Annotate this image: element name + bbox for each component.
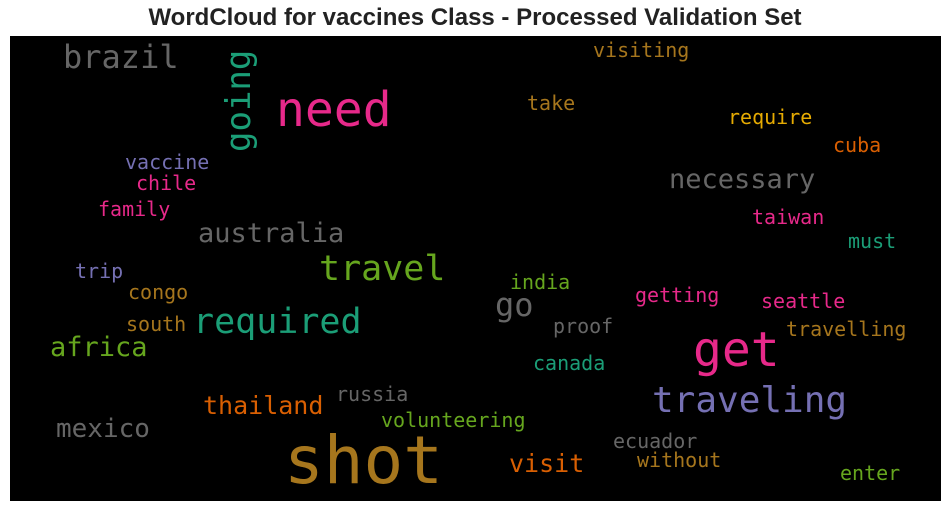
- word-brazil: brazil: [63, 38, 179, 76]
- word-seattle: seattle: [761, 289, 846, 313]
- word-must: must: [848, 229, 897, 253]
- word-vaccine: vaccine: [125, 150, 210, 174]
- word-required: required: [193, 302, 362, 342]
- word-getting: getting: [635, 283, 720, 307]
- word-need: need: [276, 82, 392, 138]
- word-russia: russia: [336, 382, 409, 406]
- word-without: without: [637, 448, 722, 472]
- word-africa: africa: [50, 332, 148, 363]
- word-visit: visit: [509, 449, 585, 478]
- word-mexico: mexico: [56, 414, 150, 444]
- word-proof: proof: [553, 314, 614, 338]
- word-cuba: cuba: [833, 133, 882, 157]
- word-trip: trip: [75, 259, 124, 283]
- word-thailand: thailand: [203, 391, 324, 420]
- word-go: go: [495, 286, 534, 324]
- word-taiwan: taiwan: [752, 205, 825, 229]
- word-travel: travel: [319, 249, 446, 289]
- word-enter: enter: [840, 461, 901, 485]
- word-get: get: [693, 322, 780, 378]
- word-congo: congo: [128, 280, 189, 304]
- word-australia: australia: [198, 218, 345, 249]
- word-ecuador: ecuador: [613, 429, 698, 453]
- word-india: india: [510, 270, 571, 294]
- word-canada: canada: [533, 351, 606, 375]
- word-shot: shot: [284, 422, 443, 499]
- word-require: require: [728, 105, 813, 129]
- word-take: take: [527, 91, 576, 115]
- word-visiting: visiting: [593, 38, 690, 62]
- word-necessary: necessary: [669, 164, 816, 195]
- word-chile: chile: [136, 171, 197, 195]
- word-going: going: [219, 49, 259, 153]
- chart-title: WordCloud for vaccines Class - Processed…: [148, 4, 802, 31]
- word-family: family: [98, 197, 171, 221]
- word-travelling: travelling: [786, 317, 907, 341]
- word-volunteering: volunteering: [381, 408, 526, 432]
- word-south: south: [126, 312, 187, 336]
- word-traveling: traveling: [652, 380, 848, 421]
- wordcloud-canvas: shot need get traveling required travel going b…: [10, 36, 941, 501]
